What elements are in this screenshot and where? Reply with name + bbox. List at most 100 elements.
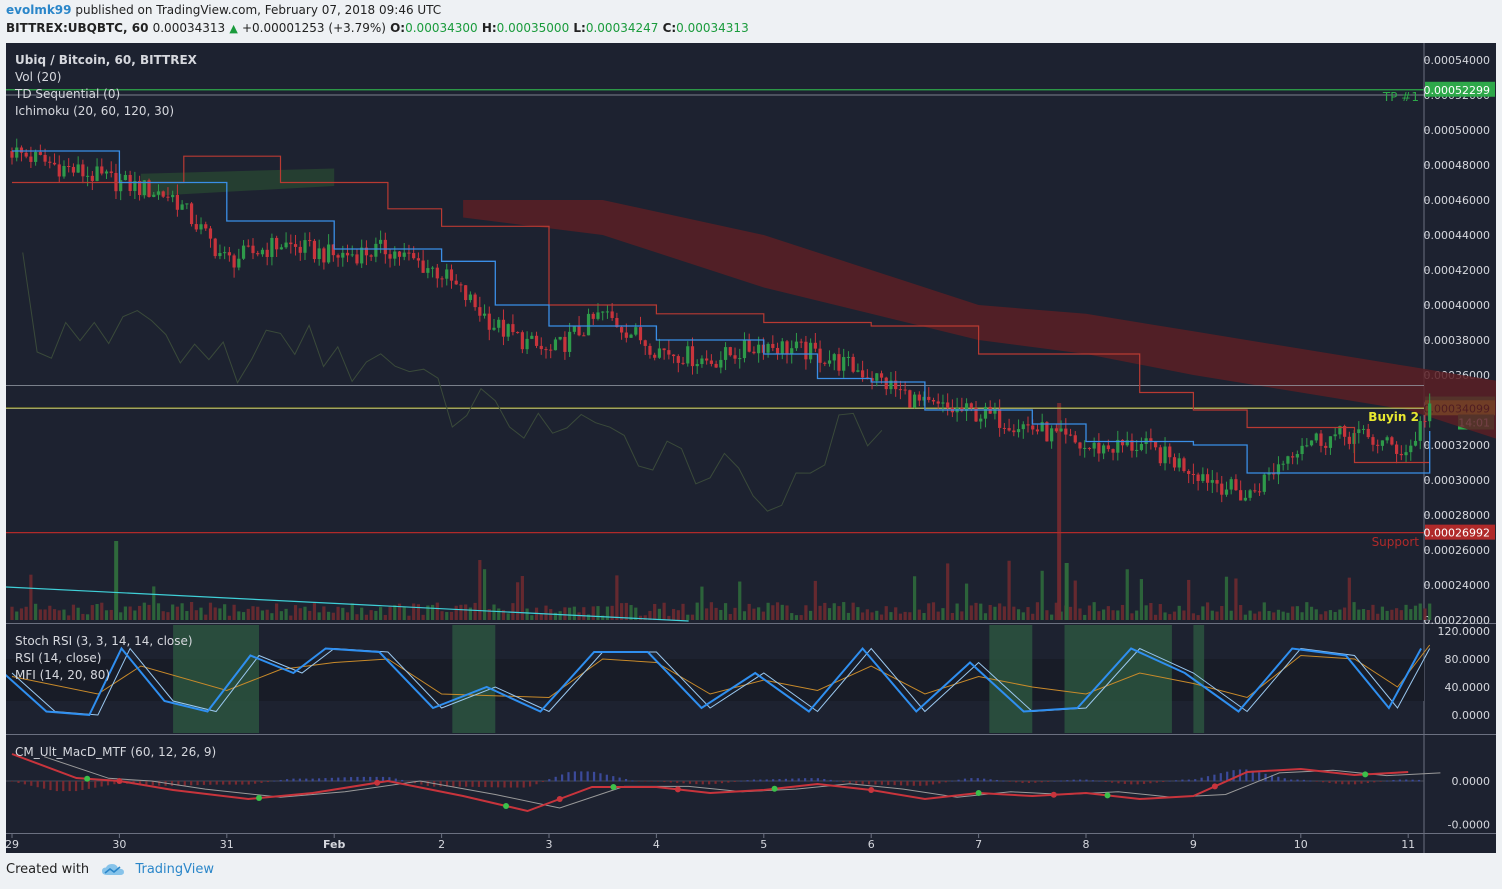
volume-bar — [1267, 611, 1271, 620]
candle-body — [1281, 463, 1285, 465]
macd-hist-bar — [1136, 781, 1139, 785]
candle-body — [525, 338, 529, 350]
macd-tick-label: 0.0000 — [1452, 775, 1491, 788]
volume-bar — [1215, 611, 1219, 620]
kijun-line — [12, 155, 1430, 464]
macd-hist-bar — [1258, 772, 1261, 782]
legend-main-2: Vol (20) — [15, 70, 61, 84]
volume-bar — [771, 605, 775, 620]
candle-body — [1026, 424, 1030, 426]
volume-bar — [1168, 614, 1172, 620]
volume-bar — [1324, 611, 1328, 620]
macd-hist-bar — [407, 781, 410, 782]
candle-body — [464, 285, 468, 301]
candle-body — [1050, 428, 1054, 442]
macd-hist-bar — [823, 779, 826, 782]
volume-bar — [15, 611, 19, 620]
macd-hist-bar — [714, 781, 717, 784]
candle-body — [1125, 440, 1129, 446]
macd-hist-bar — [439, 781, 442, 787]
volume-bar — [1210, 610, 1214, 620]
volume-bar — [960, 611, 964, 620]
price-tick-label: 0.00024000 — [1424, 579, 1490, 592]
candle-body — [1338, 426, 1342, 435]
macd-hist-bar — [1226, 771, 1229, 782]
candle-body — [459, 284, 463, 286]
macd-hist-bar — [951, 780, 954, 782]
candle-body — [298, 246, 302, 253]
volume-bar — [473, 602, 477, 620]
macd-hist-bar — [529, 781, 532, 787]
volume-bar — [468, 607, 472, 620]
macd-signal-line — [44, 756, 1441, 809]
macd-hist-bar — [215, 781, 218, 785]
volume-bar — [1286, 612, 1290, 620]
time-axis[interactable] — [6, 833, 1496, 853]
volume-bar — [775, 602, 780, 620]
volume-bar — [227, 615, 231, 620]
volume-bar — [662, 602, 666, 620]
volume-bar — [842, 602, 846, 620]
macd-hist-bar — [1047, 781, 1050, 782]
macd-hist-bar — [989, 779, 992, 782]
candle-body — [775, 347, 780, 354]
candle-body — [100, 166, 104, 174]
buyin2-label: Buyin 2 — [1368, 410, 1419, 424]
macd-hist-bar — [740, 780, 743, 782]
time-tick-label: 10 — [1294, 838, 1308, 851]
macd-hist-bar — [42, 781, 46, 789]
tradingview-logo-icon[interactable] — [101, 863, 125, 877]
volume-bar — [279, 611, 283, 620]
time-tick-label: 9 — [1190, 838, 1197, 851]
macd-hist-bar — [36, 781, 39, 788]
volume-bar — [742, 611, 747, 620]
price-axis[interactable] — [1424, 43, 1496, 833]
macd-hist-bar — [285, 779, 289, 782]
volume-bar — [506, 613, 510, 620]
volume-bar — [979, 603, 983, 620]
candle-body — [199, 224, 203, 230]
candle-body — [1054, 428, 1058, 432]
candle-body — [714, 363, 718, 368]
chart-area[interactable]: 0.000540000.000520000.000500000.00048000… — [6, 43, 1496, 855]
volume-bar — [341, 607, 345, 620]
candle-body — [941, 402, 945, 404]
macd-hist-bar — [279, 779, 282, 782]
candle-body — [497, 319, 501, 328]
macd-hist-bar — [317, 778, 321, 782]
candle-body — [265, 249, 269, 257]
volume-bar — [1116, 610, 1120, 620]
volume-bar — [964, 583, 969, 620]
macd-hist-bar — [1015, 781, 1018, 783]
macd-hist-bar — [1072, 779, 1075, 782]
candle-body — [1380, 440, 1385, 446]
volume-bar — [700, 586, 704, 620]
macd-hist-bar — [1008, 781, 1011, 782]
macd-hist-bar — [931, 781, 935, 785]
candle-body — [402, 252, 406, 257]
volume-bar — [1057, 403, 1062, 620]
candle-body — [657, 348, 662, 358]
volume-bar — [393, 605, 397, 620]
candle-body — [1390, 437, 1394, 445]
candle-body — [742, 339, 747, 359]
tradingview-link[interactable]: TradingView — [135, 862, 214, 877]
volume-bar — [246, 608, 250, 620]
volume-bar — [653, 603, 657, 620]
candle-body — [388, 254, 392, 259]
macd-hist-bar — [1053, 780, 1056, 782]
macd-hist-bar — [490, 781, 493, 788]
candle-body — [81, 164, 85, 177]
candle-body — [397, 251, 402, 257]
macd-cross-dot — [610, 784, 617, 790]
macd-hist-bar — [880, 781, 883, 785]
author-link[interactable]: evolmk99 — [6, 3, 72, 17]
volume-bar — [785, 605, 789, 620]
volume-bar — [1361, 608, 1366, 620]
candle-body — [922, 396, 926, 401]
macd-hist-bar — [656, 781, 660, 782]
candle-body — [629, 334, 633, 338]
macd-hist-bar — [471, 781, 474, 787]
candle-body — [1253, 490, 1257, 492]
volume-bar — [1026, 607, 1030, 620]
